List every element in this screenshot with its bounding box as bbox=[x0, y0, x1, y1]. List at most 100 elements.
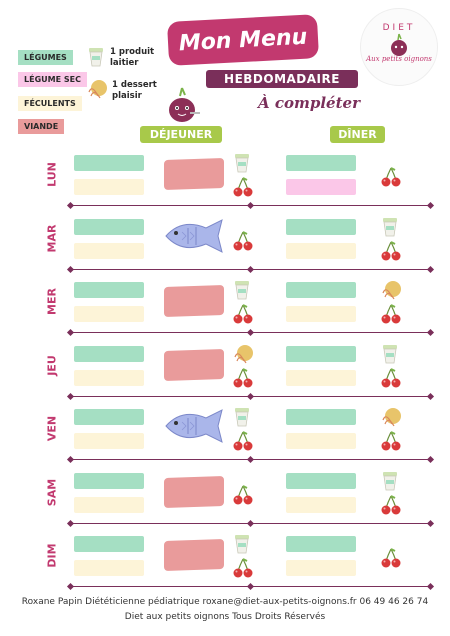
subtitle: HEBDOMADAIRE bbox=[206, 70, 358, 88]
onion-mascot-icon bbox=[169, 87, 200, 122]
logo-bottom-text: Aux petits oignons bbox=[366, 55, 432, 63]
dairy-icon bbox=[232, 279, 252, 305]
day-label: DIM bbox=[45, 543, 59, 568]
separator-ornament bbox=[66, 582, 75, 591]
column-header-dinner: DÎNER bbox=[330, 126, 385, 143]
cookie-icon bbox=[88, 80, 107, 99]
dinner-starch-field[interactable] bbox=[286, 496, 356, 513]
legend-legumes: LÉGUMES bbox=[18, 50, 73, 65]
lunch-starch-field[interactable] bbox=[74, 306, 144, 322]
lunch-vegetables-field[interactable] bbox=[74, 536, 144, 552]
day-label: SAM bbox=[45, 478, 59, 506]
cherries-icon bbox=[380, 494, 402, 520]
separator-ornament bbox=[246, 392, 255, 400]
lunch-vegetables-field[interactable] bbox=[74, 218, 144, 235]
cherries-icon bbox=[232, 176, 254, 202]
lunch-vegetables-field[interactable] bbox=[74, 409, 144, 425]
lunch-vegetables-field[interactable] bbox=[74, 345, 144, 362]
dinner-vegetables-field[interactable] bbox=[286, 472, 356, 489]
cherries-icon bbox=[380, 547, 402, 573]
lunch-vegetables-field[interactable] bbox=[74, 155, 144, 171]
fish-icon bbox=[162, 408, 226, 448]
lunch-vegetables-field[interactable] bbox=[74, 282, 144, 298]
dairy-icon bbox=[380, 470, 400, 496]
column-header-lunch: DÉJEUNER bbox=[140, 126, 222, 143]
lunch-starch-field[interactable] bbox=[74, 179, 144, 195]
dinner-vegetables-field[interactable] bbox=[286, 536, 356, 552]
separator-ornament bbox=[426, 519, 435, 527]
cherries-icon bbox=[380, 303, 402, 329]
separator-ornament bbox=[66, 455, 75, 464]
footer-contact: Roxane Papin Diététicienne pédiatrique r… bbox=[21, 597, 429, 607]
legend-legume-sec: LÉGUME SEC bbox=[18, 72, 87, 87]
cherries-icon bbox=[232, 430, 254, 456]
separator-ornament bbox=[66, 201, 75, 210]
separator-ornament bbox=[66, 328, 75, 337]
separator-ornament bbox=[426, 455, 435, 464]
lunch-starch-field[interactable] bbox=[74, 433, 144, 449]
logo: DIET Aux petits oignons bbox=[360, 8, 438, 86]
dinner-starch-field[interactable] bbox=[286, 306, 356, 322]
onion-logo-icon bbox=[391, 33, 407, 56]
separator-ornament bbox=[426, 265, 435, 273]
separator-ornament bbox=[426, 582, 435, 591]
legend-dairy: 1 produit laitier bbox=[110, 47, 154, 69]
dinner-vegetables-field[interactable] bbox=[286, 345, 356, 362]
cherries-icon bbox=[232, 303, 254, 329]
legend-dessert-line1: 1 dessert bbox=[112, 80, 157, 90]
cookie-icon bbox=[380, 279, 402, 305]
dinner-legume-field[interactable] bbox=[286, 179, 356, 195]
separator-ornament bbox=[426, 201, 435, 210]
lunch-meat-field[interactable] bbox=[164, 475, 224, 508]
separator-ornament bbox=[66, 519, 75, 527]
lunch-starch-field[interactable] bbox=[74, 496, 144, 513]
separator-ornament bbox=[246, 328, 255, 337]
lunch-meat-field[interactable] bbox=[164, 538, 224, 572]
dinner-starch-field[interactable] bbox=[286, 560, 356, 576]
page-title: Mon Menu bbox=[178, 24, 308, 56]
cherries-icon bbox=[232, 230, 254, 256]
dinner-vegetables-field[interactable] bbox=[286, 282, 356, 298]
day-label: MAR bbox=[45, 224, 59, 252]
dairy-icon bbox=[380, 216, 400, 242]
cherries-icon bbox=[232, 484, 254, 510]
lunch-meat-field[interactable] bbox=[164, 157, 224, 191]
cherries-icon bbox=[380, 430, 402, 456]
separator-ornament bbox=[246, 519, 255, 527]
dairy-icon bbox=[380, 343, 400, 369]
lunch-starch-field[interactable] bbox=[74, 369, 144, 386]
lunch-vegetables-field[interactable] bbox=[74, 472, 144, 489]
separator-ornament bbox=[426, 328, 435, 337]
cherries-icon bbox=[380, 367, 402, 393]
separator-ornament bbox=[246, 201, 255, 210]
day-label: JEU bbox=[45, 354, 59, 376]
dairy-icon bbox=[232, 406, 252, 432]
dinner-starch-field[interactable] bbox=[286, 369, 356, 386]
cherries-icon bbox=[380, 240, 402, 266]
title-banner: Mon Menu bbox=[166, 14, 320, 66]
separator-ornament bbox=[246, 455, 255, 464]
lunch-starch-field[interactable] bbox=[74, 242, 144, 259]
day-label: MER bbox=[45, 288, 59, 315]
cherries-icon bbox=[232, 557, 254, 583]
lunch-meat-field[interactable] bbox=[164, 284, 224, 318]
lunch-starch-field[interactable] bbox=[74, 560, 144, 576]
dairy-icon bbox=[232, 152, 252, 178]
dinner-vegetables-field[interactable] bbox=[286, 218, 356, 235]
dinner-vegetables-field[interactable] bbox=[286, 409, 356, 425]
dinner-vegetables-field[interactable] bbox=[286, 155, 356, 171]
separator-ornament bbox=[66, 392, 75, 400]
lunch-meat-field[interactable] bbox=[164, 348, 224, 381]
dinner-starch-field[interactable] bbox=[286, 433, 356, 449]
day-label: LUN bbox=[45, 162, 59, 187]
legend-viande: VIANDE bbox=[18, 119, 65, 134]
cherries-icon bbox=[380, 166, 402, 192]
legend-dessert: 1 dessert plaisir bbox=[112, 80, 157, 102]
dairy-icon bbox=[89, 48, 103, 67]
logo-top-text: DIET bbox=[382, 23, 416, 33]
dinner-starch-field[interactable] bbox=[286, 242, 356, 259]
separator-ornament bbox=[426, 392, 435, 400]
cherries-icon bbox=[232, 367, 254, 393]
separator-ornament bbox=[246, 265, 255, 273]
separator-ornament bbox=[246, 582, 255, 591]
